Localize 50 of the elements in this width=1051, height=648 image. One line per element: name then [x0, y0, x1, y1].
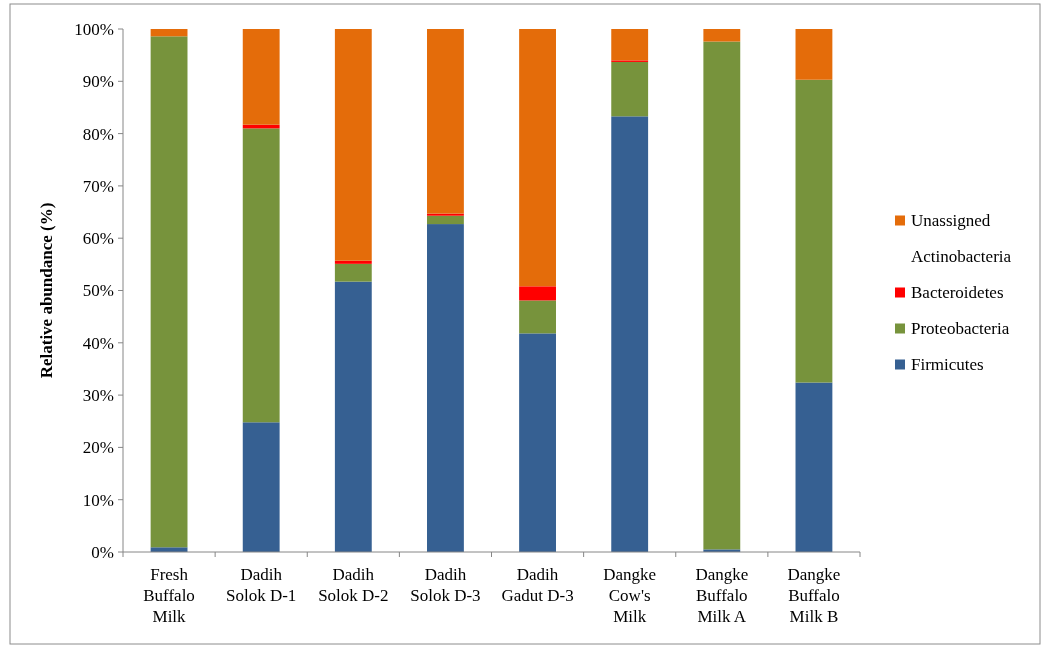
x-tick-label: Dangke Buffalo Milk B — [787, 565, 841, 626]
y-tick-label: 0% — [91, 542, 114, 562]
bar — [427, 213, 464, 216]
y-axis-title: Relative abundance (%) — [37, 202, 56, 379]
bar — [795, 79, 833, 383]
bar — [611, 116, 649, 552]
legend-label: Unassigned — [911, 210, 991, 230]
bar — [242, 29, 280, 125]
y-tick-label: 10% — [82, 490, 114, 510]
bar — [703, 41, 741, 550]
bar — [242, 422, 280, 552]
bar — [795, 29, 833, 80]
bar — [150, 36, 188, 548]
y-tick-label: 40% — [82, 333, 114, 353]
bar — [427, 224, 464, 552]
y-tick-label: 90% — [82, 72, 114, 92]
bar — [427, 215, 464, 225]
bar — [703, 29, 741, 42]
bar — [150, 29, 188, 37]
x-tick-label: Dadih Solok D-2 — [318, 565, 389, 605]
y-tick-label: 70% — [82, 176, 114, 196]
bar — [795, 382, 833, 552]
x-tick-label: Dangke Cow's Milk — [603, 565, 657, 626]
bar — [427, 29, 464, 214]
y-tick-label: 50% — [82, 281, 114, 301]
bar — [519, 29, 556, 287]
bar — [334, 260, 372, 264]
x-tick-label: Dadih Solok D-1 — [226, 565, 297, 605]
y-tick-label: 20% — [82, 438, 114, 458]
legend-label: Proteobacteria — [911, 318, 1010, 338]
legend-label: Bacteroidetes — [911, 282, 1004, 302]
x-tick-label: Fresh Buffalo Milk — [143, 565, 195, 626]
y-tick-label: 60% — [82, 229, 114, 249]
y-tick-label: 30% — [82, 386, 114, 406]
x-tick-label: Dangke Buffalo Milk A — [695, 565, 749, 626]
x-tick-label: Dadih Solok D-3 — [410, 565, 481, 605]
bar — [334, 281, 372, 552]
text: Actinobacteria — [911, 246, 1012, 266]
bar — [519, 300, 556, 334]
bar — [519, 286, 556, 301]
y-tick-label: 80% — [82, 124, 114, 144]
legend-label: Firmicutes — [911, 354, 984, 374]
bar — [334, 29, 372, 261]
bar — [519, 333, 556, 552]
bar — [334, 263, 372, 282]
x-tick-label: Dadih Gadut D-3 — [501, 565, 574, 605]
y-tick-label: 100% — [74, 19, 114, 39]
bar — [611, 61, 649, 117]
bar — [242, 128, 280, 423]
bar — [611, 29, 649, 61]
